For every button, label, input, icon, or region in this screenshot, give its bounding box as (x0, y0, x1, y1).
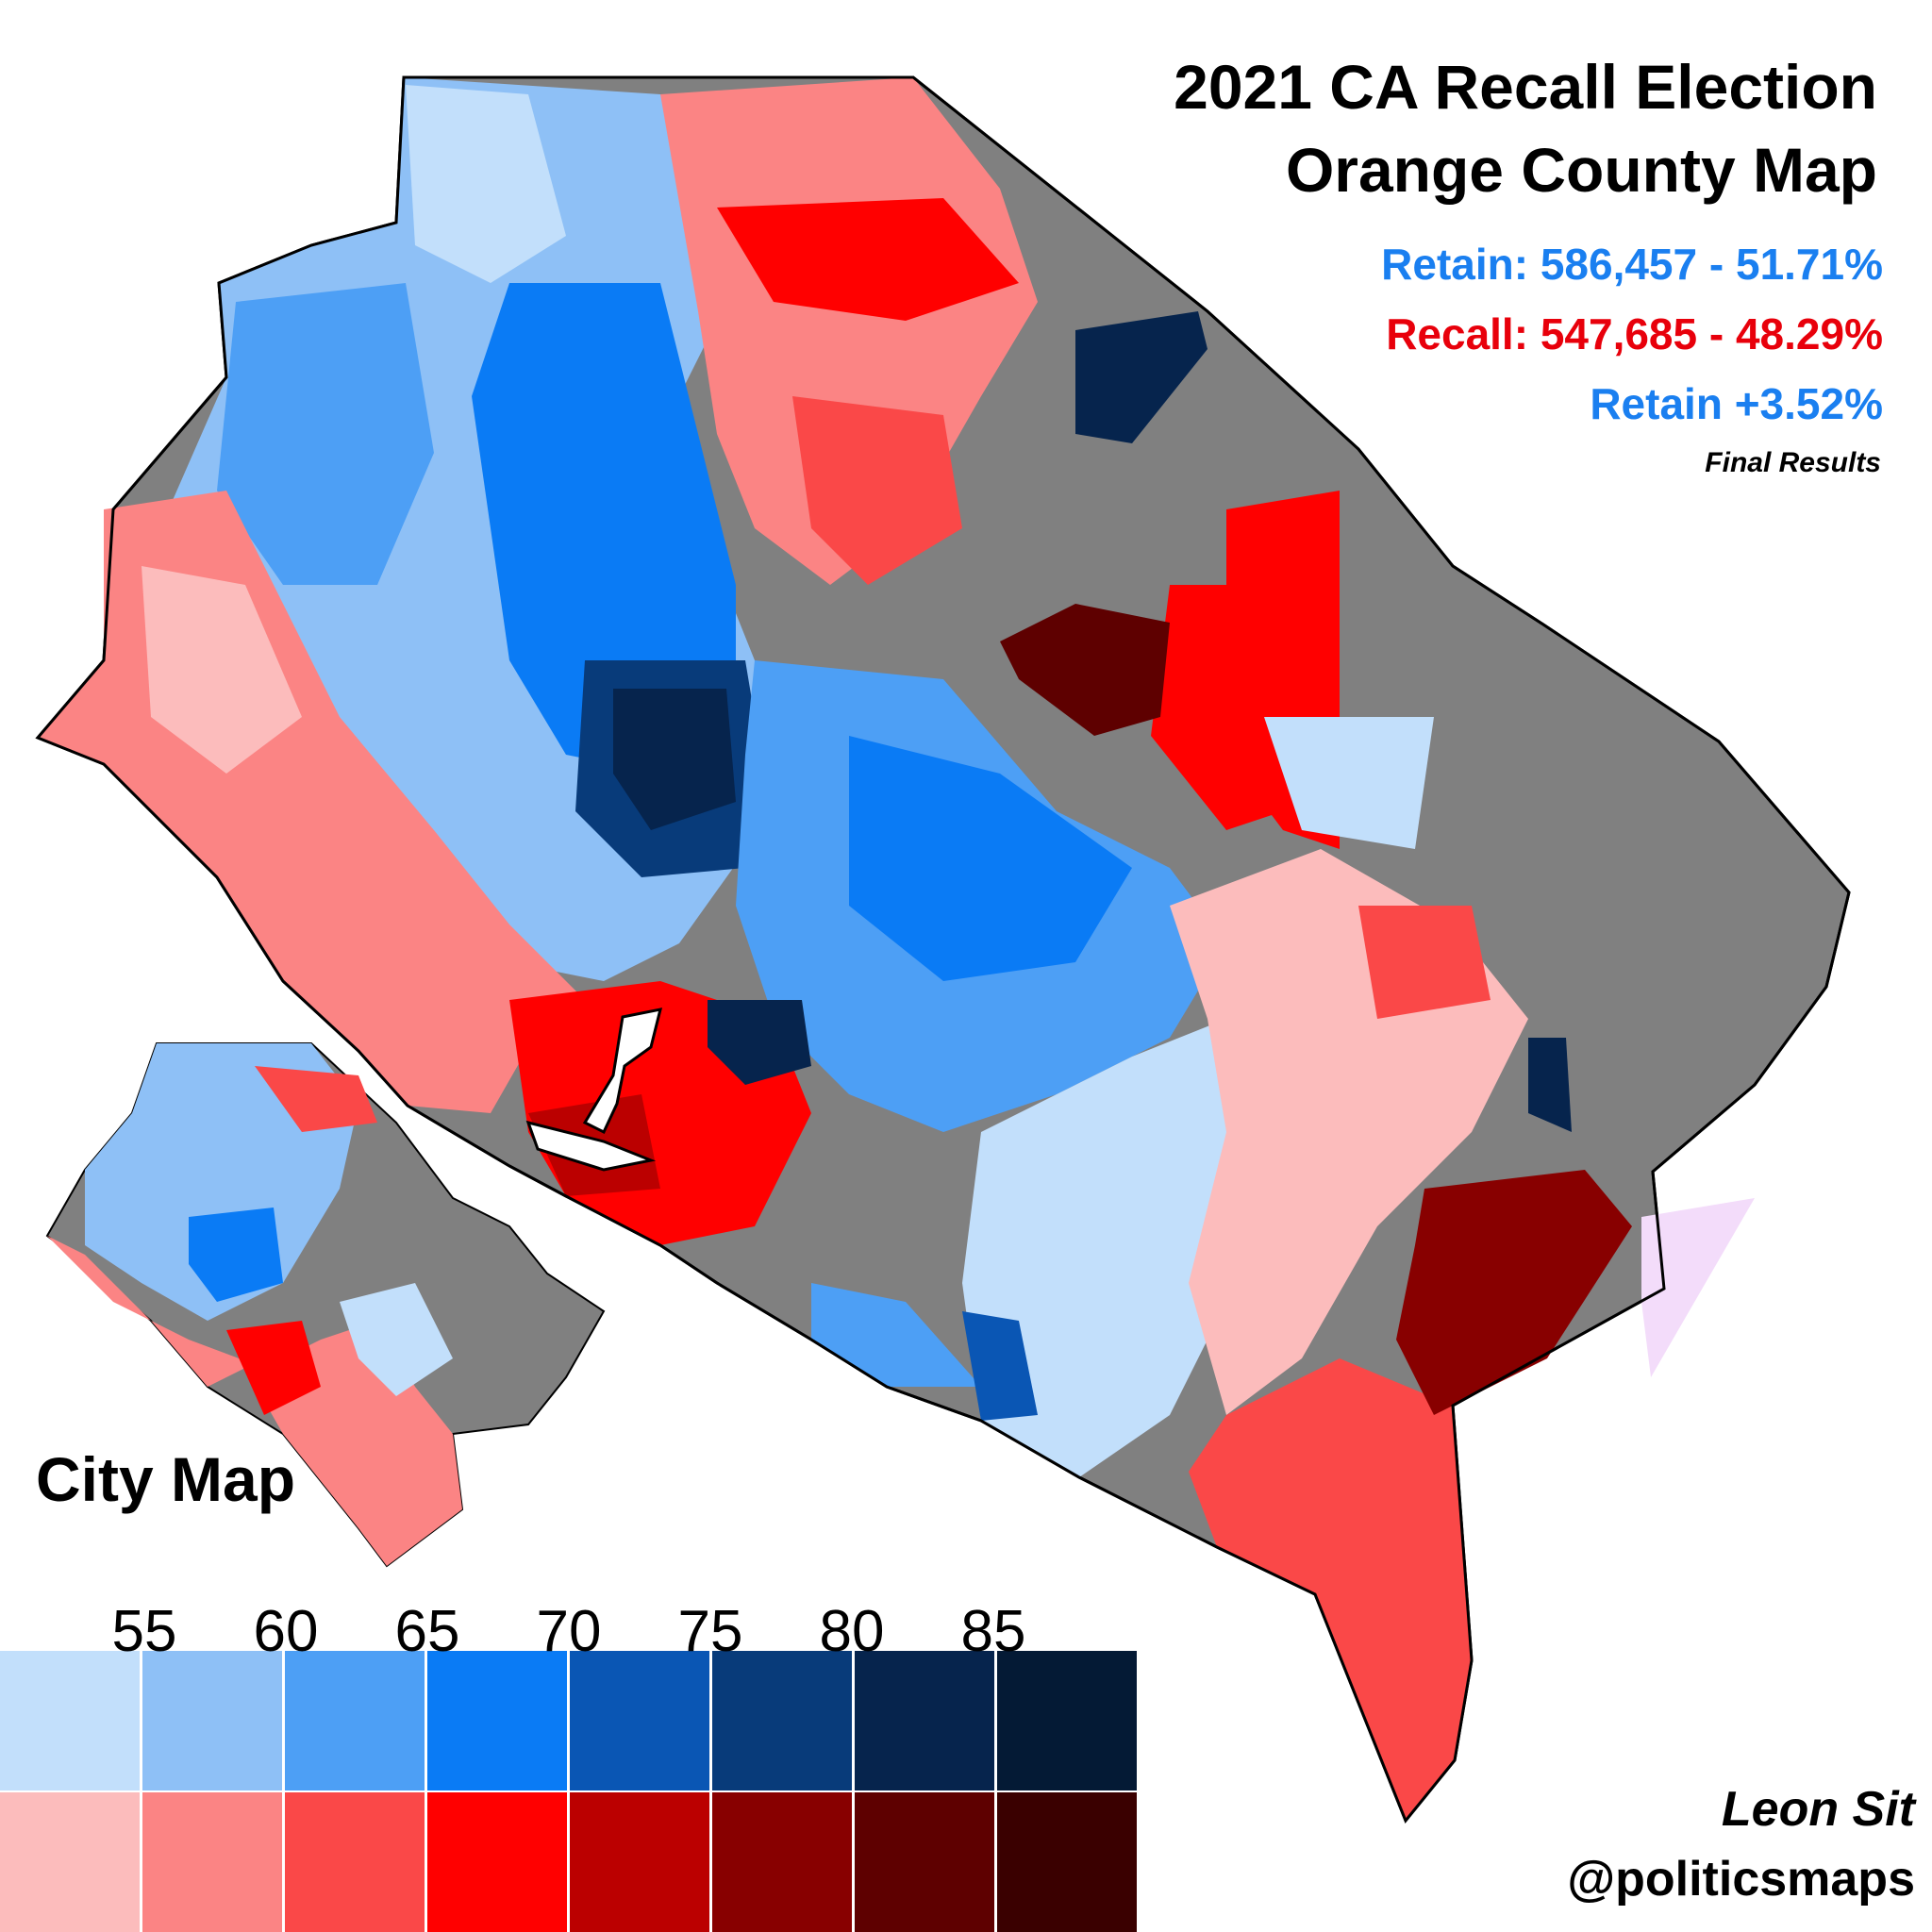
region-anaheim-hills (792, 396, 962, 585)
balboa-island (525, 1120, 657, 1172)
inset-red-newport (226, 1321, 321, 1415)
retain-swatch (0, 1651, 140, 1790)
author-handle: @politicsmaps (1567, 1852, 1915, 1907)
map-title-line-2: Orange County Map (1285, 135, 1877, 205)
legend-tick: 55 (111, 1599, 177, 1664)
inset-blue-core (189, 1208, 283, 1302)
recall-swatch (427, 1792, 567, 1932)
region-canyon-navy (1075, 311, 1208, 443)
region-core-darkest (613, 689, 736, 830)
region-coast-blue (811, 1283, 981, 1387)
legend-tick: 65 (394, 1599, 460, 1664)
inset-lightblue-south (340, 1283, 453, 1396)
retain-swatch (997, 1651, 1137, 1790)
recall-swatch (855, 1792, 994, 1932)
region-silverado-dark (1000, 604, 1170, 736)
region-east-navy-sliver (1528, 1038, 1572, 1132)
legend-tick: 60 (253, 1599, 319, 1664)
region-light-blue-north (406, 85, 566, 283)
legend-tick: 85 (960, 1599, 1026, 1664)
region-east-red-mid (1358, 906, 1491, 1019)
region-east-lightblue (1264, 717, 1434, 849)
recall-swatch (570, 1792, 709, 1932)
inset-red-north (255, 1066, 377, 1132)
region-central-blue (472, 283, 736, 774)
color-legend (0, 1594, 1140, 1932)
legend-tick: 70 (536, 1599, 602, 1664)
newport-bay (582, 1008, 663, 1135)
region-coast-light (142, 566, 302, 774)
retain-swatch (285, 1651, 425, 1790)
region-south-lightblue (962, 1019, 1264, 1477)
region-coast-blue-2 (962, 1311, 1038, 1421)
recall-swatch (712, 1792, 852, 1932)
retain-swatch (427, 1651, 567, 1790)
city-map-inset (45, 1042, 606, 1568)
legend-tick: 80 (819, 1599, 885, 1664)
retain-swatch (570, 1651, 709, 1790)
region-east-red-block (1151, 585, 1283, 830)
region-tie-area (1641, 1198, 1755, 1377)
results-status: Final Results (1705, 447, 1881, 478)
region-irvine-core (849, 736, 1132, 981)
retain-swatch (855, 1651, 994, 1790)
recall-swatch (997, 1792, 1137, 1932)
inset-pink-coast (47, 1236, 462, 1566)
recall-result: Recall: 547,685 - 48.29% (1386, 309, 1883, 358)
recall-swatch (0, 1792, 140, 1932)
retain-swatch (142, 1651, 282, 1790)
city-map-label: City Map (36, 1444, 296, 1514)
legend-tick: 75 (677, 1599, 743, 1664)
county-outline-stroke (35, 75, 1851, 1824)
map-title-line-1: 2021 CA Recall Election (1174, 52, 1877, 122)
retain-result: Retain: 586,457 - 51.71% (1381, 240, 1883, 289)
region-light-blue-west (217, 283, 434, 585)
recall-swatch (142, 1792, 282, 1932)
region-southeast-dark (1396, 1170, 1632, 1415)
author-credit: Leon Sit (1721, 1782, 1915, 1837)
margin-result: Retain +3.52% (1590, 379, 1883, 428)
region-south-red (1189, 1358, 1472, 1821)
region-yorba-red (717, 198, 1019, 321)
retain-swatch (712, 1651, 852, 1790)
region-irvine-dark (708, 1000, 811, 1085)
recall-swatch (285, 1792, 425, 1932)
